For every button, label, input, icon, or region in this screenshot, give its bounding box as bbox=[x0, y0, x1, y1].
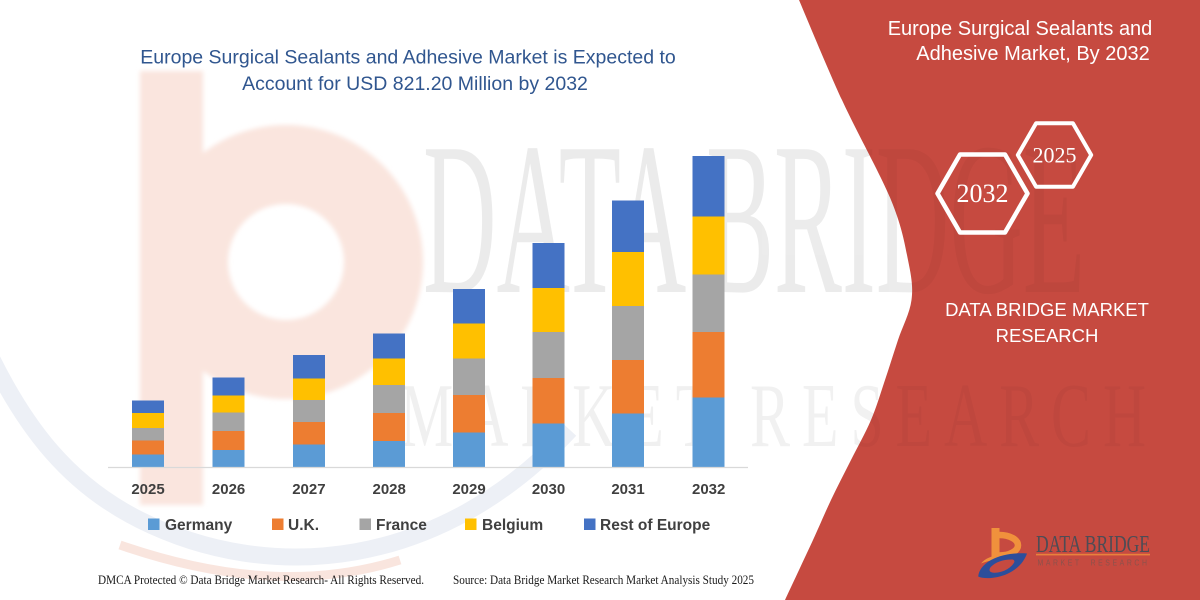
svg-text:2032: 2032 bbox=[692, 481, 725, 498]
svg-text:France: France bbox=[376, 517, 427, 534]
svg-text:2032: 2032 bbox=[957, 179, 1009, 208]
svg-text:Source: Data Bridge Market Res: Source: Data Bridge Market Research Mark… bbox=[453, 573, 754, 587]
svg-text:DMCA Protected © Data Bridge M: DMCA Protected © Data Bridge Market Rese… bbox=[98, 573, 424, 587]
svg-text:Germany: Germany bbox=[165, 517, 233, 534]
svg-text:2031: 2031 bbox=[611, 481, 644, 498]
svg-text:Europe Surgical Sealants and A: Europe Surgical Sealants and Adhesive Ma… bbox=[140, 47, 676, 69]
svg-text:2025: 2025 bbox=[131, 481, 164, 498]
svg-text:2029: 2029 bbox=[452, 481, 485, 498]
svg-text:MARKET RESEARCH: MARKET RESEARCH bbox=[1038, 559, 1150, 568]
svg-text:2030: 2030 bbox=[532, 481, 565, 498]
svg-text:2026: 2026 bbox=[212, 481, 245, 498]
svg-text:Europe Surgical Sealants and: Europe Surgical Sealants and bbox=[888, 18, 1153, 40]
svg-text:DATA BRIDGE: DATA BRIDGE bbox=[1036, 532, 1150, 558]
svg-text:Adhesive Market, By 2032: Adhesive Market, By 2032 bbox=[916, 43, 1149, 65]
svg-text:Belgium: Belgium bbox=[482, 517, 543, 534]
svg-text:2025: 2025 bbox=[1033, 143, 1077, 168]
svg-text:2027: 2027 bbox=[292, 481, 325, 498]
svg-text:Account for USD 821.20 Million: Account for USD 821.20 Million by 2032 bbox=[242, 73, 588, 95]
svg-text:RESEARCH: RESEARCH bbox=[996, 325, 1099, 346]
svg-text:U.K.: U.K. bbox=[288, 517, 319, 534]
svg-text:Rest of Europe: Rest of Europe bbox=[600, 517, 711, 534]
svg-text:2028: 2028 bbox=[373, 481, 406, 498]
svg-text:DATA BRIDGE MARKET: DATA BRIDGE MARKET bbox=[945, 299, 1149, 320]
